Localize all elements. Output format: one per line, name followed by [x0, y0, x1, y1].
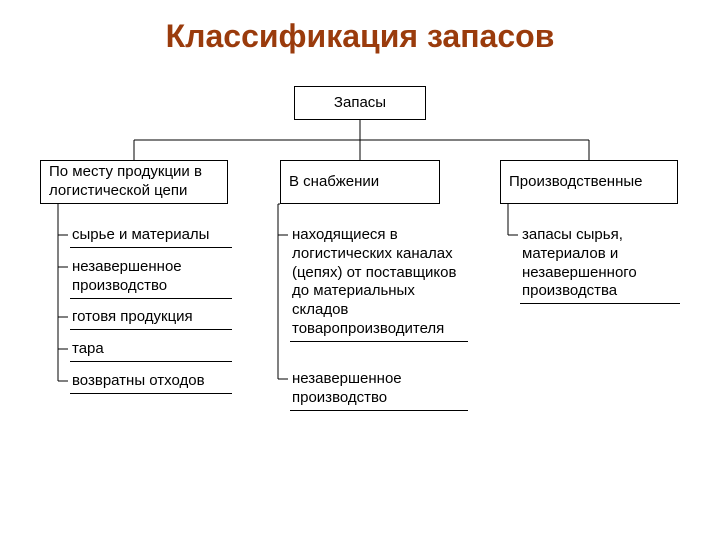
leaf-place-3: тара — [70, 340, 232, 362]
root-node: Запасы — [294, 86, 426, 120]
branch-node-production: Производственные — [500, 160, 678, 204]
branch-node-place: По месту продукции в логистической цепи — [40, 160, 228, 204]
leaf-place-1: незавершенное производство — [70, 258, 232, 299]
leaf-place-0: сырье и материалы — [70, 226, 232, 248]
leaf-supply-0: находящиеся в логистических каналах (цеп… — [290, 226, 468, 342]
leaf-place-2: готовя продукция — [70, 308, 232, 330]
diagram-title: Классификация запасов — [0, 18, 720, 55]
branch-node-supply: В снабжении — [280, 160, 440, 204]
leaf-supply-1: незавершенное производство — [290, 370, 468, 411]
leaf-production-0: запасы сырья, материалов и незавершенног… — [520, 226, 680, 304]
leaf-place-4: возвратны отходов — [70, 372, 232, 394]
